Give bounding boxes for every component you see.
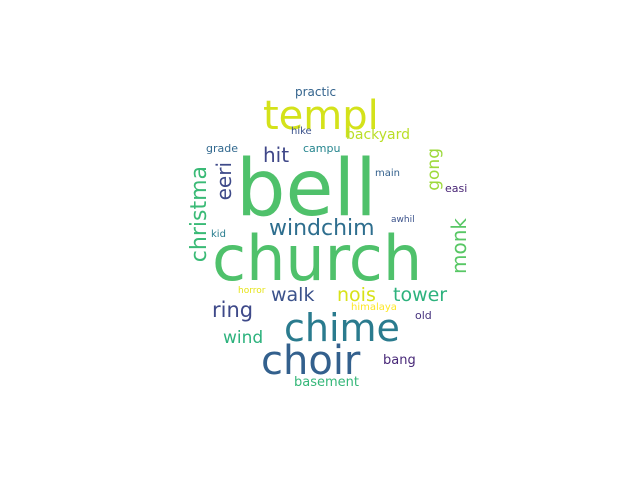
word-himalaya: himalaya <box>351 302 397 313</box>
word-hit: hit <box>263 143 290 167</box>
word-ring: ring <box>212 298 254 322</box>
word-nois: nois <box>337 284 376 306</box>
word-kid: kid <box>211 229 226 240</box>
word-grade: grade <box>206 142 238 155</box>
word-old: old <box>415 309 432 322</box>
word-templ: templ <box>263 93 379 139</box>
word-practic: practic <box>295 85 337 99</box>
word-hike: hike <box>291 126 312 137</box>
word-easi: easi <box>445 182 468 195</box>
word-backyard: backyard <box>346 127 411 143</box>
word-campu: campu <box>303 142 341 155</box>
word-windchim: windchim <box>269 216 375 241</box>
word-awhil: awhil <box>391 215 415 225</box>
word-gong: gong <box>424 148 444 191</box>
word-basement: basement <box>294 375 359 390</box>
word-wind: wind <box>223 328 264 348</box>
word-eeri: eeri <box>212 162 236 201</box>
word-walk: walk <box>271 284 315 306</box>
word-horror: horror <box>238 286 266 296</box>
word-choir: choir <box>261 338 361 384</box>
word-bell: bell <box>236 144 377 234</box>
word-christma: christma <box>187 166 212 263</box>
word-chime: chime <box>284 306 400 350</box>
word-tower: tower <box>393 284 448 306</box>
word-bang: bang <box>383 353 416 368</box>
word-main: main <box>375 168 400 179</box>
word-church: church <box>212 222 423 295</box>
word-monk: monk <box>447 218 471 274</box>
